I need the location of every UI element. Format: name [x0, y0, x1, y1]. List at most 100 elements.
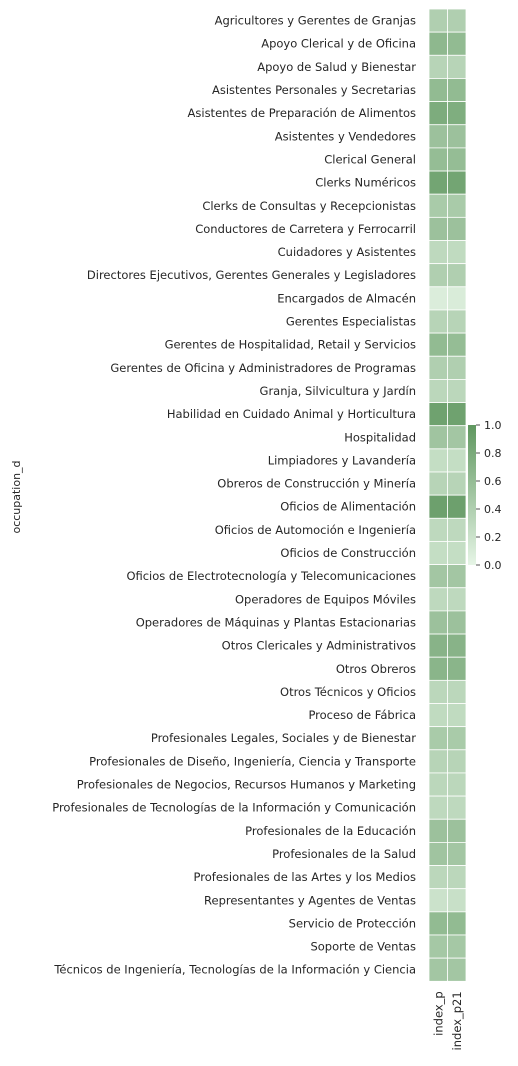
heatmap-cell	[428, 263, 448, 288]
row-label: Obreros de Construcción y Minería	[217, 477, 416, 491]
heatmap-cell	[428, 541, 448, 566]
colorbar-tick-label: 1.0	[484, 419, 502, 432]
row-label: Agricultores y Gerentes de Granjas	[215, 14, 416, 28]
heatmap-cell	[447, 749, 467, 774]
heatmap-cell	[428, 355, 448, 380]
heatmap-cell	[447, 656, 467, 681]
heatmap-cell	[428, 842, 448, 866]
row-label: Oficios de Construcción	[280, 546, 416, 560]
colorbar: 0.0 0.2 0.4 0.6 0.8 1.0	[468, 419, 502, 572]
heatmap-cell	[447, 494, 467, 519]
row-label: Profesionales de las Artes y los Medios	[194, 870, 416, 884]
heatmap-cell	[447, 587, 467, 612]
heatmap-cell	[428, 448, 448, 473]
row-label: Clerks Numéricos	[315, 176, 416, 190]
heatmap-cell	[447, 425, 467, 450]
row-label: Gerentes de Hospitalidad, Retail y Servi…	[165, 338, 416, 352]
heatmap-cell	[447, 471, 467, 496]
heatmap-cell	[428, 911, 448, 936]
row-label: Profesionales de Negocios, Recursos Huma…	[77, 778, 416, 792]
row-label: Apoyo de Salud y Bienestar	[257, 60, 416, 74]
row-label: Apoyo Clerical y de Oficina	[261, 37, 416, 51]
heatmap-cell	[447, 240, 467, 265]
heatmap-cell	[447, 355, 467, 380]
row-label: Asistentes y Vendedores	[275, 129, 416, 143]
heatmap-cell	[447, 888, 467, 913]
row-label: Directores Ejecutivos, Gerentes Generale…	[87, 268, 416, 282]
heatmap-cell	[428, 610, 448, 635]
y-axis-label: occupation_d	[10, 460, 23, 533]
row-label: Granja, Silvicultura y Jardín	[260, 384, 416, 398]
row-label: Encargados de Almacén	[277, 291, 416, 305]
row-label: Conductores de Carretera y Ferrocarril	[195, 222, 416, 236]
heatmap-cell	[447, 286, 467, 311]
row-label: Proceso de Fábrica	[308, 708, 416, 722]
heatmap-cell	[447, 726, 467, 751]
heatmap-cell	[447, 610, 467, 635]
heatmap-cell	[428, 818, 448, 843]
heatmap-cell	[428, 124, 448, 149]
heatmap-cell	[428, 726, 448, 751]
heatmap-cell	[428, 240, 448, 265]
heatmap-cell	[428, 703, 448, 728]
row-label: Limpiadores y Lavandería	[268, 453, 416, 467]
heatmap-cell	[428, 402, 448, 427]
heatmap-cell	[447, 193, 467, 218]
row-label: Clerical General	[324, 152, 416, 166]
heatmap-cell	[447, 216, 467, 241]
row-label: Clerks de Consultas y Recepcionistas	[202, 199, 416, 213]
heatmap-cell	[428, 8, 448, 33]
row-label: Oficios de Alimentación	[280, 500, 416, 514]
row-label: Representantes y Agentes de Ventas	[204, 893, 416, 907]
row-label: Hospitalidad	[344, 430, 416, 444]
heatmap-cell	[447, 679, 467, 704]
heatmap-cell	[428, 170, 448, 195]
column-label: index_p	[431, 991, 445, 1036]
heatmap-cell	[428, 564, 448, 589]
heatmap-cell	[447, 772, 467, 797]
colorbar-tick-label: 0.0	[484, 559, 502, 572]
heatmap-cell	[428, 31, 448, 56]
column-label: index_p21	[450, 991, 464, 1050]
row-label: Soporte de Ventas	[310, 940, 416, 954]
row-label: Asistentes Personales y Secretarias	[212, 83, 416, 97]
heatmap-cell	[428, 679, 448, 704]
heatmap-cell	[428, 772, 448, 797]
row-label: Profesionales de Diseño, Ingeniería, Cie…	[89, 754, 416, 768]
heatmap-cell	[447, 332, 467, 357]
heatmap-cell	[447, 402, 467, 427]
heatmap-cell	[428, 78, 448, 102]
heatmap-cell	[447, 8, 467, 33]
heatmap-cell	[447, 934, 467, 959]
heatmap-cell	[447, 124, 467, 149]
heatmap-cell	[428, 309, 448, 334]
row-label: Profesionales de Tecnologías de la Infor…	[52, 801, 416, 815]
heatmap-cell	[428, 54, 448, 79]
row-label: Operadores de Equipos Móviles	[235, 592, 416, 606]
colorbar-tick-label: 0.8	[484, 447, 502, 460]
heatmap-cell	[428, 865, 448, 890]
heatmap-cell	[447, 517, 467, 542]
row-label: Gerentes Especialistas	[286, 315, 416, 329]
heatmap-cell	[428, 934, 448, 959]
heatmap-cell	[447, 78, 467, 102]
heatmap-cell	[428, 633, 448, 658]
colorbar-tick-label: 0.4	[484, 503, 502, 516]
colorbar-ticks: 0.0 0.2 0.4 0.6 0.8 1.0	[476, 419, 502, 572]
heatmap-cell	[447, 564, 467, 589]
heatmap-cell	[447, 448, 467, 473]
heatmap-cell	[447, 309, 467, 334]
row-label: Otros Técnicos y Oficios	[280, 685, 416, 699]
heatmap-cell	[447, 147, 467, 172]
heatmap-cell	[428, 587, 448, 612]
row-label: Asistentes de Preparación de Alimentos	[188, 106, 416, 120]
heatmap-cell	[447, 703, 467, 728]
row-label: Profesionales de la Educación	[245, 824, 416, 838]
colorbar-tick-label: 0.2	[484, 531, 502, 544]
heatmap-cell	[428, 656, 448, 681]
row-label: Cuidadores y Asistentes	[278, 245, 416, 259]
heatmap-cell	[428, 957, 448, 982]
colorbar-gradient	[468, 425, 476, 565]
row-label: Profesionales de la Salud	[272, 847, 416, 861]
